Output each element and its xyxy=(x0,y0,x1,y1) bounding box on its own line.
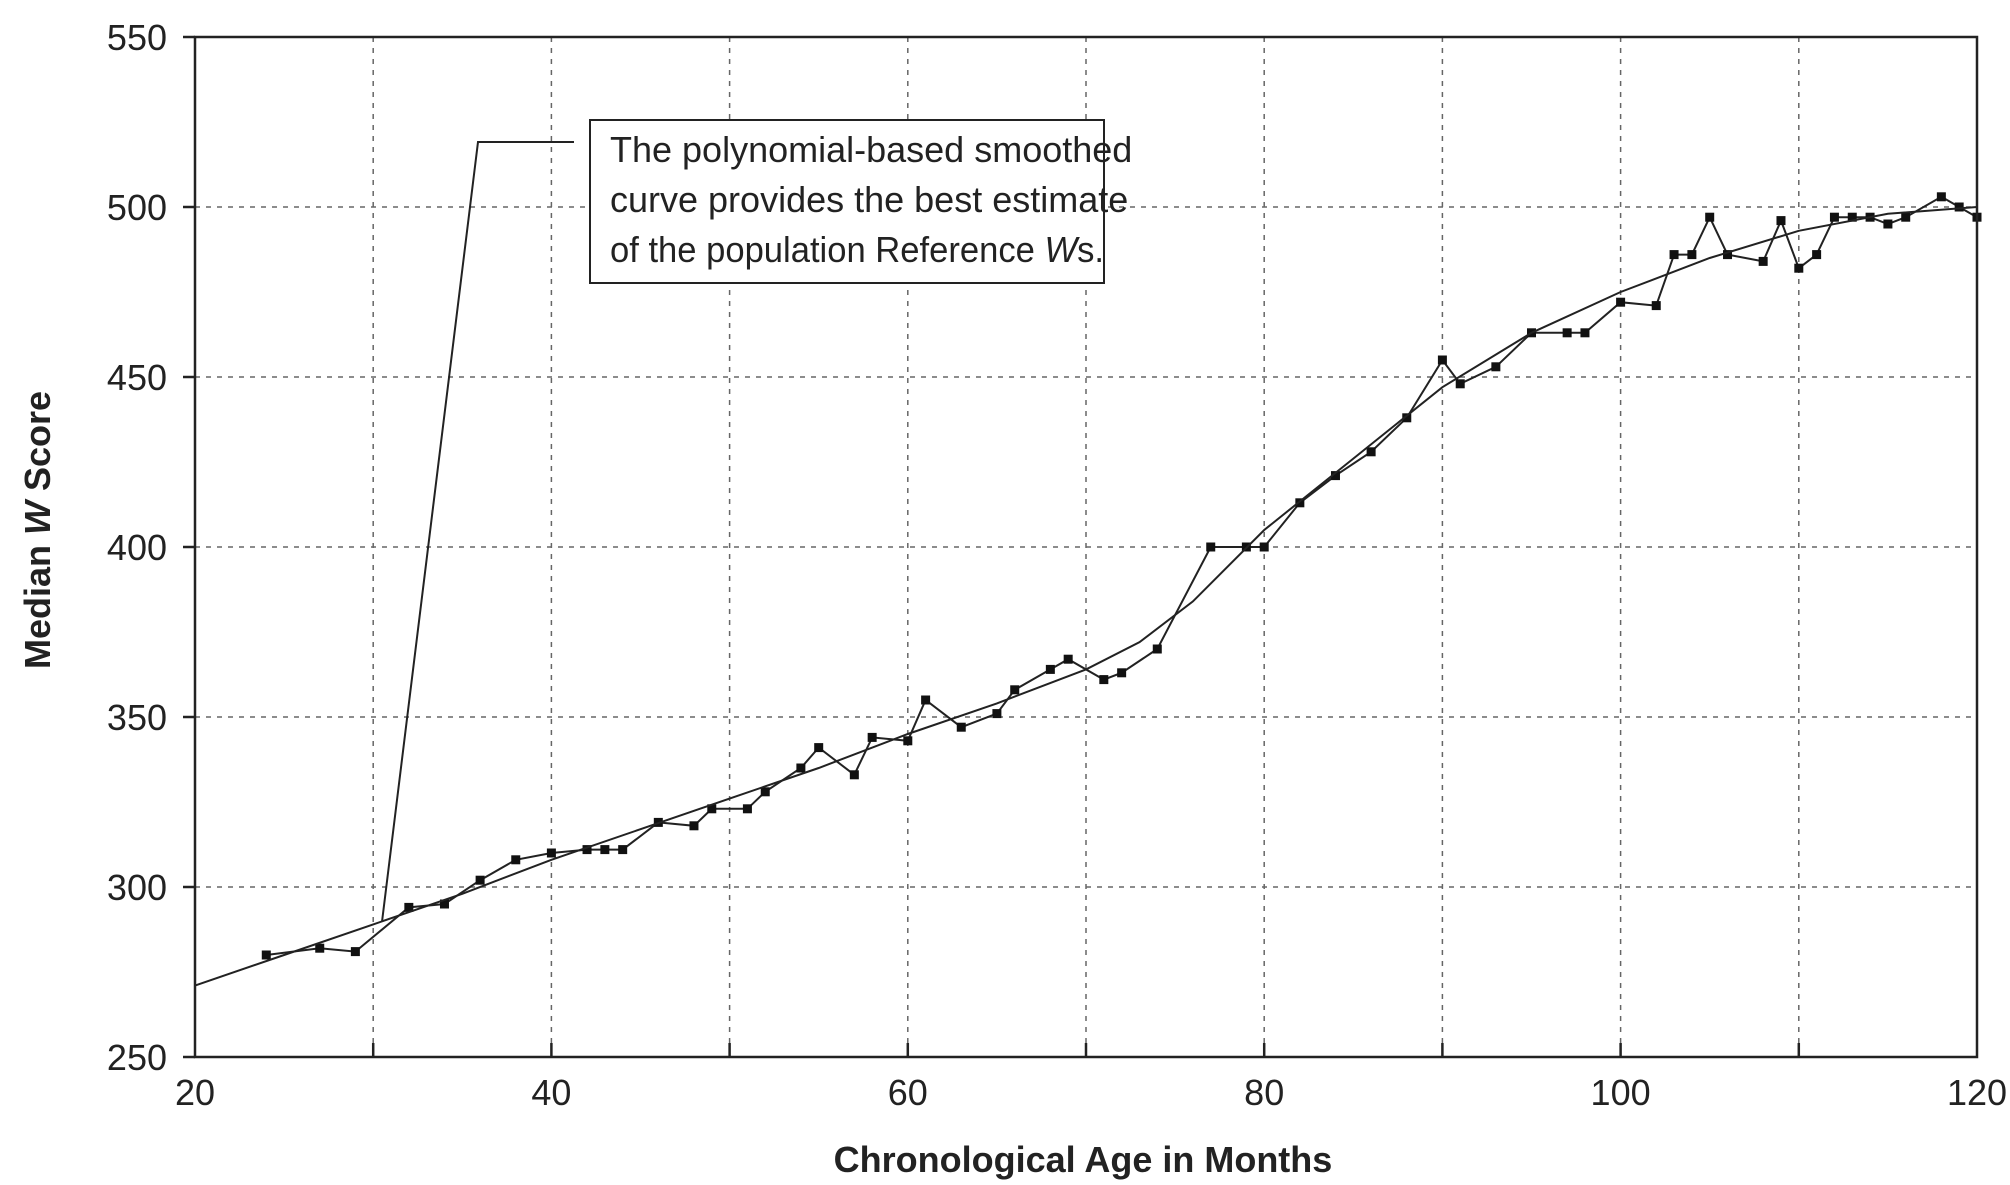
annotation-line-3-text: of the population Reference xyxy=(610,229,1044,270)
annotation-line-3-tail: s. xyxy=(1077,229,1104,270)
x-tick-label: 80 xyxy=(1244,1072,1284,1113)
data-point xyxy=(1936,192,1946,202)
data-point xyxy=(707,804,717,814)
data-point xyxy=(439,899,449,909)
data-point xyxy=(600,845,610,855)
annotation-box xyxy=(589,119,1105,284)
annotation-leader-line xyxy=(381,141,574,922)
data-point xyxy=(1794,263,1804,273)
y-axis-label-part-3: Score xyxy=(17,391,58,501)
data-point xyxy=(404,902,414,912)
data-point xyxy=(1152,644,1162,654)
data-point xyxy=(1402,413,1412,423)
annotation-line-3: of the population Reference Ws. xyxy=(610,229,1104,270)
data-point xyxy=(1437,355,1447,365)
y-axis-label-italic: W xyxy=(17,498,58,535)
data-point xyxy=(1847,212,1857,222)
data-point xyxy=(1829,212,1839,222)
data-point xyxy=(1776,216,1786,226)
data-point xyxy=(1687,250,1697,260)
data-series xyxy=(194,192,1982,987)
data-point xyxy=(1330,471,1340,481)
data-point xyxy=(1010,685,1020,695)
data-point xyxy=(903,736,913,746)
data-point xyxy=(742,804,752,814)
data-point xyxy=(261,950,271,960)
data-point xyxy=(1206,542,1216,552)
annotation-line-1: The polynomial-based smoothed xyxy=(610,129,1132,170)
x-tick-label: 120 xyxy=(1947,1072,2007,1113)
data-point xyxy=(867,732,877,742)
y-tick-label: 450 xyxy=(107,357,167,398)
data-point xyxy=(1812,250,1822,260)
y-tick-label: 350 xyxy=(107,697,167,738)
data-point xyxy=(1883,219,1893,229)
x-tick-label: 20 xyxy=(175,1072,215,1113)
x-tick-label: 60 xyxy=(888,1072,928,1113)
data-point xyxy=(921,695,931,705)
data-point xyxy=(1580,328,1590,338)
annotation-line-3-italic: W xyxy=(1044,229,1080,270)
data-point xyxy=(796,763,806,773)
plot-frame xyxy=(193,35,1979,1059)
data-point xyxy=(1954,202,1964,212)
y-tick-label: 550 xyxy=(107,17,167,58)
data-point xyxy=(1669,250,1679,260)
data-point xyxy=(1562,328,1572,338)
y-tick-label: 250 xyxy=(107,1037,167,1078)
data-point xyxy=(1366,447,1376,457)
data-point xyxy=(350,947,360,957)
x-tick-label: 40 xyxy=(531,1072,571,1113)
data-point xyxy=(1651,301,1661,311)
data-point xyxy=(475,875,485,885)
data-point xyxy=(1117,668,1127,678)
y-axis-label-part-1: Median xyxy=(17,535,58,669)
data-point xyxy=(849,770,859,780)
data-point xyxy=(1723,250,1733,260)
data-point xyxy=(689,821,699,831)
data-point xyxy=(1099,675,1109,685)
x-axis-label: Chronological Age in Months xyxy=(834,1139,1333,1180)
raw-median-line xyxy=(266,195,1978,956)
data-point xyxy=(315,943,325,953)
x-tick-label: 100 xyxy=(1591,1072,1651,1113)
data-point xyxy=(760,787,770,797)
data-point xyxy=(1045,664,1055,674)
y-axis-label: Median W Score xyxy=(17,391,58,669)
annotation-callout: The polynomial-based smoothed curve prov… xyxy=(381,119,1132,922)
data-point xyxy=(618,845,628,855)
y-tick-label: 500 xyxy=(107,187,167,228)
data-point xyxy=(992,709,1002,719)
axis-ticks xyxy=(183,35,1801,1059)
data-point xyxy=(1455,379,1465,389)
data-point xyxy=(1295,498,1305,508)
annotation-line-2: curve provides the best estimate xyxy=(610,179,1128,220)
data-point xyxy=(1616,297,1626,307)
data-point xyxy=(1705,212,1715,222)
data-point xyxy=(582,845,592,855)
data-point xyxy=(1491,362,1501,372)
data-point xyxy=(546,848,556,858)
data-point xyxy=(511,855,521,865)
data-point xyxy=(956,722,966,732)
data-point xyxy=(1259,542,1269,552)
smoothed-curve xyxy=(194,206,1978,987)
y-tick-label: 300 xyxy=(107,867,167,908)
y-tick-label: 400 xyxy=(107,527,167,568)
data-point xyxy=(1758,256,1768,266)
tick-labels: 250 300 350 400 450 500 550 20 40 60 80 100 120 xyxy=(107,17,2007,1113)
data-point xyxy=(1063,654,1073,664)
data-point xyxy=(814,743,824,753)
data-point xyxy=(1901,212,1911,222)
